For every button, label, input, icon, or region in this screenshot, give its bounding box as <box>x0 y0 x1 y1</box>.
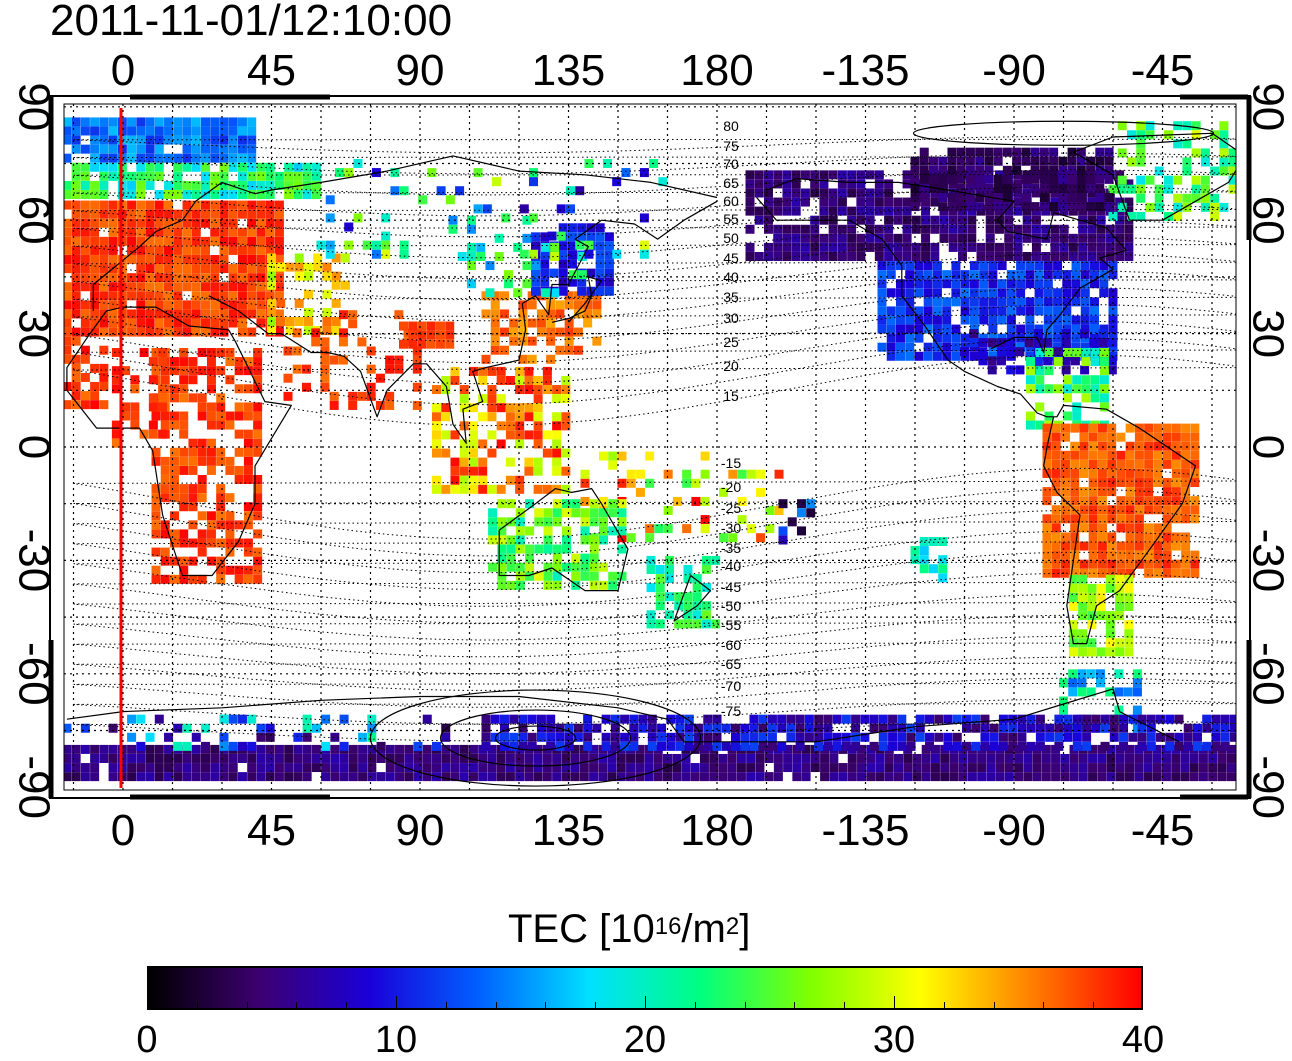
magnetic-latitude-label: -55 <box>721 617 741 633</box>
colorbar-minor-tick <box>944 1002 945 1010</box>
colorbar-minor-tick <box>645 996 646 1010</box>
magnetic-latitude-label: -20 <box>721 479 741 495</box>
longitude-label: 135 <box>532 806 605 855</box>
colorbar-minor-tick <box>446 1002 447 1010</box>
magnetic-latitude-label: 40 <box>723 269 739 285</box>
colorbar-tick-label: 0 <box>136 1020 157 1060</box>
colorbar-minor-tick <box>1043 1002 1044 1010</box>
magnetic-latitude-label: 25 <box>723 334 739 350</box>
longitude-label: -45 <box>1131 46 1195 95</box>
magnetic-latitude-labels: 80 75 70 65 60 55 50 45 40 35 30 25 20 15 -15 -20 -25 -30… <box>721 118 741 719</box>
magnetic-latitude-label: -75 <box>721 703 741 719</box>
tec-data-layer <box>62 117 1254 781</box>
longitude-label: 0 <box>111 806 135 855</box>
latitude-label: 30 <box>10 309 59 358</box>
longitude-label: 0 <box>111 46 135 95</box>
colorbar-minor-tick <box>1093 1002 1094 1010</box>
longitude-label: 90 <box>396 46 445 95</box>
magnetic-latitude-label: 55 <box>723 211 739 227</box>
longitude-label: -90 <box>982 806 1046 855</box>
magnetic-latitude-label: 45 <box>723 250 739 266</box>
longitude-label: 45 <box>247 46 296 95</box>
colorbar-minor-tick <box>745 1002 746 1010</box>
bottom-longitude-labels: 0 45 90 135 180 -135 -90 -45 <box>111 806 1195 855</box>
longitude-label: -135 <box>821 806 909 855</box>
colorbar-minor-tick <box>844 1002 845 1010</box>
colorbar-minor-tick <box>296 1002 297 1010</box>
colorbar-minor-tick <box>346 1002 347 1010</box>
longitude-label: 180 <box>680 46 753 95</box>
latitude-label: -30 <box>10 529 59 593</box>
magnetic-latitude-label: 60 <box>723 193 739 209</box>
tec-map: 0 45 90 135 180 -135 -90 -45 0 45 90 135 180 -135 -90… <box>0 0 1292 900</box>
colorbar-minor-tick <box>247 1002 248 1010</box>
magnetic-latitude-label: 75 <box>723 138 739 154</box>
magnetic-latitude-label: 15 <box>723 388 739 404</box>
magnetic-latitude-label: -70 <box>721 678 741 694</box>
longitude-label: 90 <box>396 806 445 855</box>
colorbar-tick-label: 20 <box>624 1020 666 1060</box>
longitude-label: 135 <box>532 46 605 95</box>
magnetic-latitude-label: -15 <box>721 455 741 471</box>
colorbar-minor-tick <box>894 996 895 1010</box>
colorbar-title: TEC [1016/m2] <box>508 906 750 952</box>
colorbar-tick-label: 10 <box>375 1020 417 1060</box>
colorbar-tick-label: 40 <box>1122 1020 1164 1060</box>
colorbar-minor-tick <box>496 1002 497 1010</box>
magnetic-latitude-label: -45 <box>721 579 741 595</box>
magnetic-latitude-label: -65 <box>721 656 741 672</box>
colorbar-tick-label: 30 <box>873 1020 915 1060</box>
magnetic-latitude-label: -60 <box>721 637 741 653</box>
colorbar-minor-tick <box>994 1002 995 1010</box>
colorbar-minor-tick <box>197 1002 198 1010</box>
top-longitude-labels: 0 45 90 135 180 -135 -90 -45 <box>111 46 1195 95</box>
magnetic-latitude-label: 80 <box>723 118 739 134</box>
latitude-label: 0 <box>10 435 59 459</box>
longitude-label: -135 <box>821 46 909 95</box>
colorbar-minor-tick <box>794 1002 795 1010</box>
colorbar-minor-tick <box>695 1002 696 1010</box>
magnetic-latitude-label: -40 <box>721 558 741 574</box>
longitude-label: 45 <box>247 806 296 855</box>
magnetic-latitude-label: -35 <box>721 540 741 556</box>
magnetic-latitude-label: -50 <box>721 598 741 614</box>
longitude-label: -90 <box>982 46 1046 95</box>
colorbar-minor-tick <box>595 1002 596 1010</box>
colorbar-minor-tick <box>396 996 397 1010</box>
magnetic-latitude-label: -30 <box>721 520 741 536</box>
longitude-label: -45 <box>1131 806 1195 855</box>
magnetic-latitude-label: -25 <box>721 500 741 516</box>
longitude-label: 180 <box>680 806 753 855</box>
magnetic-latitude-label: 70 <box>723 156 739 172</box>
colorbar-minor-tick <box>545 1002 546 1010</box>
magnetic-latitude-label: 65 <box>723 175 739 191</box>
magnetic-latitude-label: 35 <box>723 289 739 305</box>
magnetic-latitude-label: 50 <box>723 230 739 246</box>
magnetic-latitude-label: 20 <box>723 358 739 374</box>
magnetic-latitude-label: 30 <box>723 310 739 326</box>
